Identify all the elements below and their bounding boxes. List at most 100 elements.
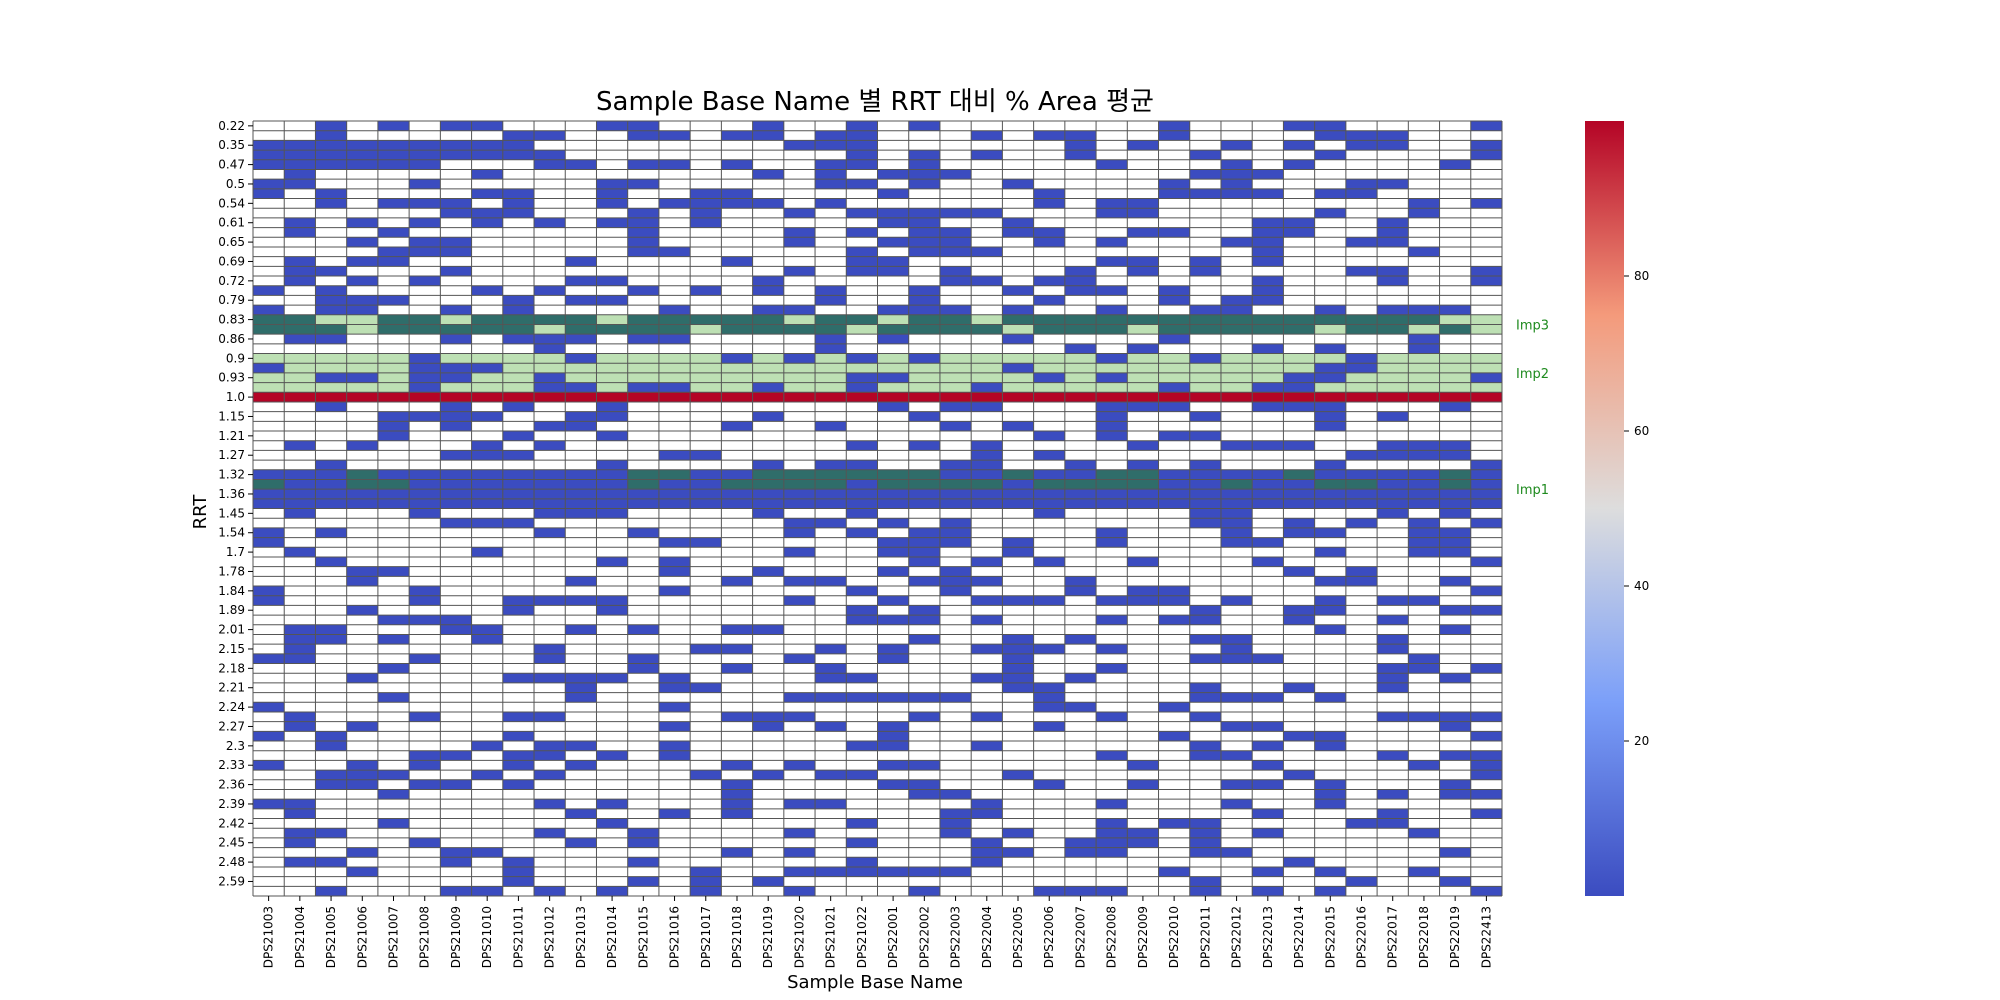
heatmap-cell	[971, 837, 1003, 848]
heatmap-cell	[846, 837, 878, 848]
heatmap-cell	[440, 266, 472, 276]
heatmap-cell	[471, 140, 503, 151]
heatmap-cell	[346, 489, 378, 499]
heatmap-cell	[877, 469, 909, 480]
heatmap-cell	[377, 566, 410, 577]
heatmap-cell	[377, 789, 410, 800]
heatmap-cell	[627, 828, 659, 838]
heatmap-cell	[1033, 479, 1065, 490]
heatmap-cell	[1252, 169, 1284, 180]
heatmap-cell	[534, 489, 566, 499]
heatmap-cell	[1127, 479, 1159, 490]
heatmap-cell	[783, 479, 816, 490]
heatmap-cell	[596, 595, 628, 606]
heatmap-cell	[721, 847, 753, 858]
heatmap-cell	[1220, 324, 1253, 335]
x-tick-label: DPS21018	[730, 906, 744, 968]
heatmap-cell	[315, 392, 347, 402]
heatmap-cell	[783, 692, 816, 703]
heatmap-cell	[971, 469, 1003, 480]
heatmap-cell	[440, 489, 472, 499]
heatmap-cell	[1189, 498, 1221, 509]
heatmap-cell	[284, 479, 316, 490]
x-tick-label: DPS22007	[1073, 906, 1087, 968]
heatmap-cell	[815, 169, 847, 180]
heatmap-cell	[1096, 198, 1128, 209]
heatmap-cell	[658, 566, 691, 577]
heatmap-cell	[1439, 624, 1471, 635]
y-tick-label: 2.21	[218, 681, 245, 695]
heatmap-cell	[939, 266, 972, 276]
heatmap-cell	[1345, 479, 1378, 490]
heatmap-cell	[1377, 266, 1409, 276]
heatmap-cell	[1283, 489, 1315, 499]
heatmap-cell	[253, 653, 285, 664]
heatmap-cell	[596, 489, 628, 499]
y-tick-label: 2.59	[218, 874, 245, 888]
y-tick-label: 0.54	[218, 196, 245, 210]
heatmap-cell	[409, 498, 441, 509]
heatmap-cell	[502, 469, 535, 480]
heatmap-cell	[1470, 198, 1502, 209]
y-tick-label: 0.69	[218, 254, 245, 268]
heatmap-cell	[783, 518, 816, 528]
heatmap-cell	[1033, 779, 1065, 790]
heatmap-cell	[1377, 227, 1409, 238]
heatmap-cell	[377, 770, 410, 780]
heatmap-cell	[1127, 595, 1159, 606]
heatmap-cell	[440, 401, 472, 412]
heatmap-cell	[1189, 741, 1221, 751]
heatmap-cell	[1345, 392, 1378, 402]
heatmap-cell	[971, 450, 1003, 461]
heatmap-cell	[1033, 469, 1065, 480]
heatmap-cell	[377, 479, 410, 490]
heatmap-cell	[1158, 130, 1190, 141]
heatmap-cell	[1189, 692, 1221, 703]
heatmap-cell	[409, 276, 441, 286]
heatmap-cell	[1377, 818, 1409, 829]
heatmap-cell	[1470, 372, 1502, 383]
heatmap-cell	[1127, 401, 1159, 412]
heatmap-cell	[565, 673, 597, 683]
heatmap-cell	[627, 653, 659, 664]
heatmap-cell	[1127, 837, 1159, 848]
heatmap-cell	[721, 469, 753, 480]
heatmap-cell	[1283, 479, 1315, 490]
heatmap-cell	[1377, 392, 1409, 402]
heatmap-cell	[658, 198, 691, 209]
heatmap-cell	[471, 847, 503, 858]
heatmap-cell	[284, 508, 316, 519]
heatmap-cell	[783, 237, 816, 247]
heatmap-cell	[1470, 586, 1502, 596]
heatmap-cell	[596, 818, 628, 829]
heatmap-cell	[346, 576, 378, 586]
y-axis-label: RRT	[190, 494, 211, 530]
heatmap-cell	[1283, 682, 1315, 693]
heatmap-cell	[1002, 770, 1034, 780]
heatmap-cell	[939, 479, 972, 490]
heatmap-cell	[284, 217, 316, 228]
heatmap-cell	[1252, 285, 1284, 296]
heatmap-cell	[315, 159, 347, 170]
heatmap-cell	[1064, 469, 1097, 480]
heatmap-cell	[284, 276, 316, 286]
heatmap-cell	[1033, 692, 1065, 703]
x-tick-label: DPS22013	[1261, 906, 1275, 968]
heatmap-cell	[690, 876, 722, 887]
heatmap-cell	[346, 866, 378, 877]
heatmap-cell	[658, 479, 691, 490]
heatmap-cell	[1064, 634, 1097, 645]
heatmap-cell	[315, 886, 347, 896]
heatmap-cell	[1220, 634, 1253, 645]
heatmap-cell	[1314, 150, 1346, 160]
heatmap-cell	[1314, 121, 1346, 131]
heatmap-cell	[1064, 498, 1097, 509]
heatmap-cell	[815, 285, 847, 296]
heatmap-cell	[1470, 556, 1502, 567]
heatmap-cell	[908, 615, 940, 625]
heatmap-cell	[471, 150, 503, 160]
heatmap-cell	[877, 779, 909, 790]
heatmap-cell	[1002, 673, 1034, 683]
heatmap-cell	[377, 295, 410, 306]
heatmap-cell	[627, 179, 659, 189]
